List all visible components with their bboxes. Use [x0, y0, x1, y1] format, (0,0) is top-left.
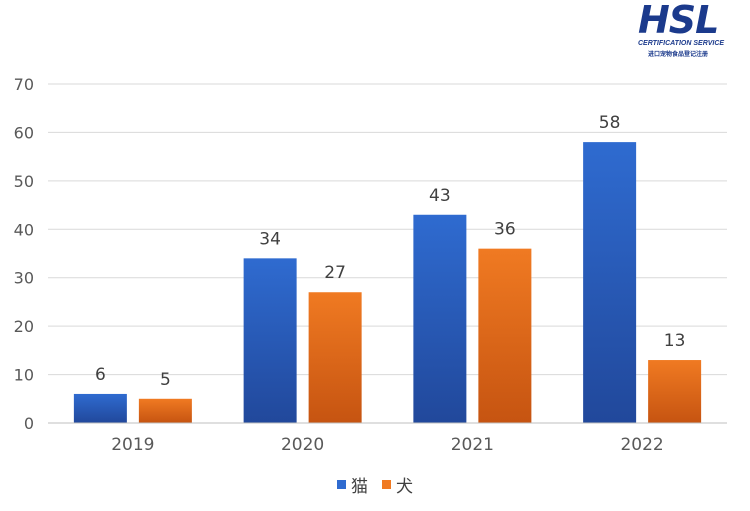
legend-label-dog: 犬	[396, 477, 413, 497]
x-tick-label: 2022	[620, 435, 663, 455]
y-tick-label: 50	[14, 172, 34, 191]
y-tick-label: 60	[14, 123, 34, 142]
bar-dog-2019	[138, 398, 192, 423]
data-label: 6	[95, 365, 106, 385]
bar-dog-2020	[308, 292, 362, 423]
hsl-logo: HSL CERTIFICATION SERVICE 进口宠物食品登记注册	[632, 0, 744, 60]
legend-item-dog: 犬	[382, 472, 413, 497]
legend: 猫 犬	[0, 472, 750, 497]
y-tick-label: 30	[14, 269, 34, 288]
x-tick-label: 2019	[111, 435, 154, 455]
x-axis: 2019 2020 2021 2022	[48, 422, 727, 455]
legend-swatch-dog	[382, 480, 391, 489]
legend-item-cat: 猫	[337, 472, 368, 497]
bar-dog-2021	[478, 248, 532, 423]
bar-cat-2019	[73, 393, 127, 423]
y-tick-label: 0	[24, 414, 34, 433]
data-label: 5	[160, 370, 171, 390]
logo-subtitle: CERTIFICATION SERVICE	[638, 40, 725, 47]
data-label: 36	[494, 220, 516, 240]
y-tick-label: 20	[14, 317, 34, 336]
data-label: 34	[259, 229, 281, 249]
y-tick-label: 40	[14, 220, 34, 239]
data-label: 58	[599, 113, 621, 133]
y-tick-label: 70	[14, 75, 34, 94]
x-tick-label: 2021	[451, 435, 494, 455]
data-label: 27	[324, 263, 346, 283]
bar-cat-2020	[243, 258, 297, 423]
data-label: 43	[429, 186, 451, 206]
bar-cat-2021	[413, 214, 467, 423]
bar-dog-2022	[648, 360, 702, 423]
logo-brand: HSL	[638, 0, 719, 42]
y-axis: 0 10 20 30 40 50 60 70	[14, 75, 34, 433]
y-tick-label: 10	[14, 366, 34, 385]
bar-cat-2022	[583, 142, 637, 423]
x-tick-label: 2020	[281, 435, 324, 455]
legend-label-cat: 猫	[351, 477, 368, 497]
bars: 6 5 34 27 43 36 58 13	[73, 113, 702, 423]
legend-swatch-cat	[337, 480, 346, 489]
logo-subtitle-cn: 进口宠物食品登记注册	[648, 51, 709, 58]
data-label: 13	[664, 331, 686, 351]
